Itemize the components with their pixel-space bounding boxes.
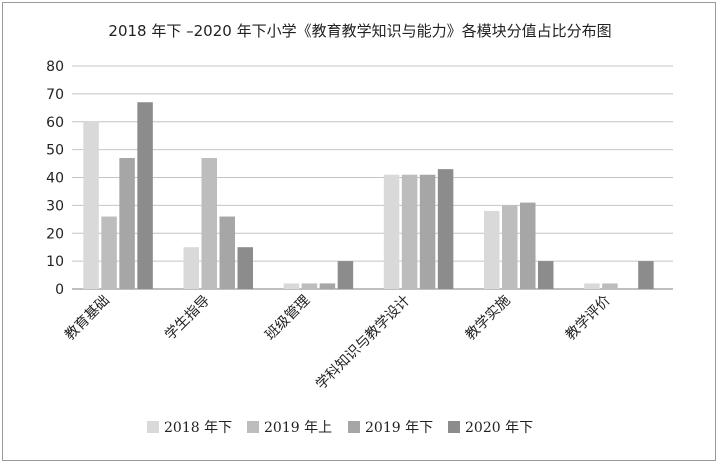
y-tick-label: 80 <box>46 59 64 75</box>
bar <box>484 210 500 289</box>
bar <box>538 261 554 289</box>
bar <box>502 205 518 289</box>
bar <box>638 261 654 289</box>
x-category-label: 教学实施 <box>463 293 514 344</box>
bar <box>219 216 235 289</box>
bar <box>520 202 536 289</box>
legend-swatch <box>247 421 259 433</box>
y-tick-label: 50 <box>46 143 64 159</box>
legend-swatch <box>147 421 159 433</box>
x-category-label: 学生指导 <box>162 293 213 344</box>
bar <box>337 261 354 289</box>
y-tick-label: 40 <box>46 171 64 187</box>
bar <box>201 157 217 289</box>
bar <box>237 247 253 289</box>
x-category-label: 班级管理 <box>262 293 313 344</box>
bar <box>319 283 336 289</box>
bar <box>119 157 135 289</box>
bar <box>283 283 300 289</box>
bar <box>83 121 99 289</box>
y-tick-label: 70 <box>46 87 64 103</box>
bar <box>419 174 436 289</box>
legend-swatch <box>448 421 460 433</box>
bar <box>437 169 454 289</box>
legend-label: 2018 年下 <box>164 420 232 436</box>
x-category-label: 学科知识与教学设计 <box>312 292 413 393</box>
bar <box>602 283 618 289</box>
bar <box>301 283 318 289</box>
legend-label: 2019 年上 <box>264 420 332 436</box>
bar <box>183 247 199 289</box>
y-tick-label: 0 <box>55 282 64 298</box>
chart-title: 2018 年下 –2020 年下小学《教育教学知识与能力》各模块分值占比分布图 <box>108 22 612 40</box>
bar <box>101 216 117 289</box>
legend-label: 2020 年下 <box>465 420 533 436</box>
y-tick-label: 30 <box>46 198 64 214</box>
y-tick-label: 20 <box>46 226 64 242</box>
legend-label: 2019 年下 <box>365 420 433 436</box>
legend-swatch <box>348 421 360 433</box>
bar <box>137 102 153 289</box>
y-tick-label: 10 <box>46 254 64 270</box>
bar <box>383 174 400 289</box>
y-tick-label: 60 <box>46 115 64 131</box>
bar <box>401 174 418 289</box>
bar <box>584 283 600 289</box>
x-category-label: 教育基础 <box>61 292 113 344</box>
x-category-label: 教学评价 <box>563 293 614 344</box>
